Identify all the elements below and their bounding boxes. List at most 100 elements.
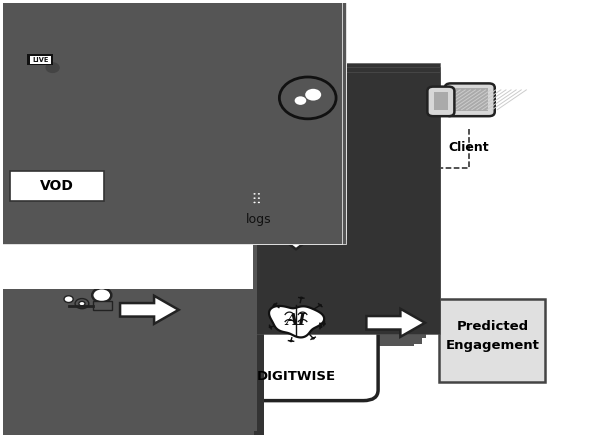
Circle shape [244,178,258,188]
FancyBboxPatch shape [62,71,440,334]
FancyBboxPatch shape [0,168,236,431]
Circle shape [273,303,276,306]
Text: LIVE: LIVE [32,57,49,63]
Circle shape [182,76,200,90]
Text: System Analyzer: System Analyzer [26,353,144,366]
FancyBboxPatch shape [0,27,233,289]
FancyBboxPatch shape [0,3,233,265]
Circle shape [279,77,336,119]
Polygon shape [271,204,321,249]
Text: DIGITWISE: DIGITWISE [256,371,336,383]
FancyBboxPatch shape [50,81,406,344]
FancyBboxPatch shape [62,67,440,329]
Text: Online Monitoring: Online Monitoring [326,191,424,201]
Text: Client: Client [449,141,490,154]
Text: Offline modifications: Offline modifications [27,367,143,378]
FancyBboxPatch shape [0,0,375,215]
Circle shape [64,296,73,303]
Text: Media Server: Media Server [132,141,226,154]
Circle shape [318,304,322,307]
FancyBboxPatch shape [0,176,247,438]
Circle shape [258,193,260,194]
Text: Predicted: Predicted [456,320,529,333]
Polygon shape [72,63,82,72]
FancyBboxPatch shape [0,183,263,438]
FancyBboxPatch shape [30,56,50,64]
Circle shape [42,60,63,76]
FancyBboxPatch shape [0,0,346,233]
Circle shape [183,107,186,109]
Circle shape [183,112,186,114]
FancyBboxPatch shape [0,27,253,289]
FancyBboxPatch shape [0,173,239,436]
FancyBboxPatch shape [0,3,224,265]
FancyBboxPatch shape [0,3,253,265]
Circle shape [189,107,191,109]
Circle shape [189,112,191,114]
FancyBboxPatch shape [434,92,448,110]
FancyBboxPatch shape [0,0,342,239]
Circle shape [305,89,321,101]
Circle shape [79,301,85,306]
FancyBboxPatch shape [59,84,414,346]
FancyBboxPatch shape [67,69,422,332]
FancyBboxPatch shape [62,63,440,325]
FancyBboxPatch shape [27,54,53,66]
FancyBboxPatch shape [0,27,243,289]
FancyBboxPatch shape [0,3,214,265]
FancyBboxPatch shape [46,49,65,58]
Text: logs: logs [246,212,272,226]
Circle shape [269,326,272,328]
FancyBboxPatch shape [153,98,204,118]
Circle shape [175,102,178,104]
Circle shape [46,63,59,72]
FancyBboxPatch shape [10,171,104,201]
FancyBboxPatch shape [47,75,403,338]
FancyBboxPatch shape [0,0,342,233]
Circle shape [295,96,306,105]
Text: Analytics Server: Analytics Server [326,173,434,187]
FancyBboxPatch shape [59,67,414,329]
FancyBboxPatch shape [50,69,406,332]
FancyBboxPatch shape [36,134,76,156]
FancyBboxPatch shape [0,162,255,425]
Circle shape [253,180,265,189]
Text: Engagement: Engagement [446,339,539,352]
Circle shape [92,288,111,302]
FancyBboxPatch shape [0,162,239,425]
FancyBboxPatch shape [214,279,378,401]
FancyBboxPatch shape [0,173,255,436]
FancyBboxPatch shape [67,81,422,344]
FancyBboxPatch shape [156,105,201,110]
Circle shape [225,198,248,215]
FancyBboxPatch shape [0,0,342,244]
FancyBboxPatch shape [70,75,426,338]
Circle shape [231,202,242,211]
FancyBboxPatch shape [0,0,346,244]
Text: AI: AI [286,312,306,329]
Circle shape [311,337,315,339]
Circle shape [183,102,186,104]
FancyBboxPatch shape [0,27,224,289]
FancyBboxPatch shape [451,88,488,111]
FancyBboxPatch shape [445,83,495,116]
FancyBboxPatch shape [439,299,545,381]
FancyBboxPatch shape [427,87,455,116]
Circle shape [258,201,260,203]
Polygon shape [288,81,308,92]
Circle shape [289,339,293,342]
FancyBboxPatch shape [0,3,243,265]
Circle shape [166,71,191,89]
FancyBboxPatch shape [0,0,346,239]
Polygon shape [50,139,65,152]
Circle shape [323,322,326,325]
Circle shape [300,297,303,299]
FancyBboxPatch shape [44,282,102,320]
FancyBboxPatch shape [27,130,83,161]
Circle shape [75,299,89,309]
Circle shape [175,107,178,109]
Text: CDN Server: CDN Server [268,141,348,154]
Circle shape [253,198,256,199]
FancyBboxPatch shape [234,190,268,208]
Polygon shape [269,306,324,337]
